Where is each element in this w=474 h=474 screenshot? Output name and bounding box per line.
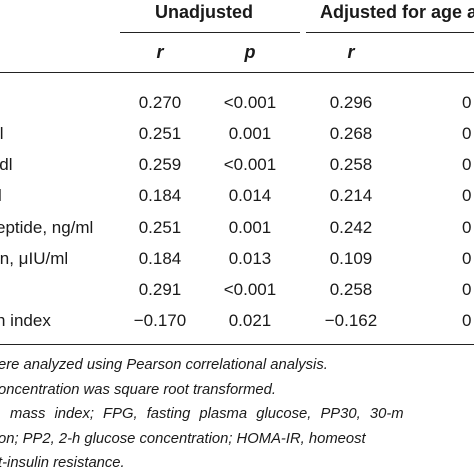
cell-p-adjusted: 0 bbox=[462, 280, 472, 299]
subheader-r-unadjusted: r bbox=[156, 42, 164, 62]
row-label: ll bbox=[0, 124, 4, 143]
cell-r-adjusted: 0.109 bbox=[329, 249, 373, 268]
row-label: eptide, ng/ml bbox=[0, 218, 94, 237]
table-bottom-rule bbox=[0, 344, 474, 345]
cell-r-adjusted: 0.242 bbox=[329, 218, 373, 237]
footnote: t-insulin resistance. bbox=[0, 455, 125, 471]
cell-p-unadjusted: 0.013 bbox=[228, 249, 272, 268]
cell-p-unadjusted: 0.021 bbox=[228, 311, 272, 330]
cell-p-adjusted: 0 bbox=[462, 155, 472, 174]
cell-r-adjusted: 0.258 bbox=[329, 280, 373, 299]
cell-r-unadjusted: 0.270 bbox=[138, 93, 182, 112]
subheader-p-unadjusted: p bbox=[244, 42, 256, 62]
header-underline-adjusted bbox=[306, 32, 474, 33]
cell-r-unadjusted: 0.259 bbox=[138, 155, 182, 174]
cell-r-unadjusted: −0.170 bbox=[133, 311, 187, 330]
cell-p-unadjusted: 0.001 bbox=[228, 218, 272, 237]
cell-p-adjusted: 0 bbox=[462, 218, 472, 237]
cell-p-adjusted: 0 bbox=[462, 311, 472, 330]
cell-r-unadjusted: 0.251 bbox=[138, 218, 182, 237]
header-unadjusted: Unadjusted bbox=[155, 2, 254, 22]
cell-r-unadjusted: 0.184 bbox=[138, 249, 182, 268]
cell-p-adjusted: 0 bbox=[462, 124, 472, 143]
cell-p-unadjusted: 0.014 bbox=[228, 186, 272, 205]
cell-r-adjusted: 0.296 bbox=[329, 93, 373, 112]
cell-r-adjusted: 0.214 bbox=[329, 186, 373, 205]
subheader-r-adjusted: r bbox=[347, 42, 355, 62]
cell-p-adjusted: 0 bbox=[462, 93, 472, 112]
cell-r-adjusted: 0.268 bbox=[329, 124, 373, 143]
cell-r-unadjusted: 0.184 bbox=[138, 186, 182, 205]
row-label: l bbox=[0, 186, 2, 206]
footnote: on; PP2, 2-h glucose concentration; HOMA… bbox=[0, 431, 366, 447]
footnote: mass index; FPG, fasting plasma glucose,… bbox=[10, 406, 404, 422]
cell-r-adjusted: −0.162 bbox=[324, 311, 378, 330]
header-underline-unadjusted bbox=[120, 32, 300, 33]
cell-p-unadjusted: <0.001 bbox=[223, 93, 277, 112]
footnote: ere analyzed using Pearson correlational… bbox=[0, 357, 328, 373]
header-adjusted: Adjusted for age a bbox=[320, 2, 474, 22]
cell-p-adjusted: 0 bbox=[462, 249, 472, 268]
cell-p-unadjusted: 0.001 bbox=[228, 124, 272, 143]
cell-p-unadjusted: <0.001 bbox=[223, 280, 277, 299]
cell-r-unadjusted: 0.291 bbox=[138, 280, 182, 299]
cell-r-unadjusted: 0.251 bbox=[138, 124, 182, 143]
row-label: n index bbox=[0, 311, 51, 330]
row-label: in, μIU/ml bbox=[0, 249, 69, 268]
row-label: 'dl bbox=[0, 155, 13, 174]
cell-p-adjusted: 0 bbox=[462, 186, 472, 205]
footnote: oncentration was square root transformed… bbox=[0, 382, 276, 398]
cell-p-unadjusted: <0.001 bbox=[223, 155, 277, 174]
table-top-rule bbox=[0, 72, 474, 73]
cell-r-adjusted: 0.258 bbox=[329, 155, 373, 174]
